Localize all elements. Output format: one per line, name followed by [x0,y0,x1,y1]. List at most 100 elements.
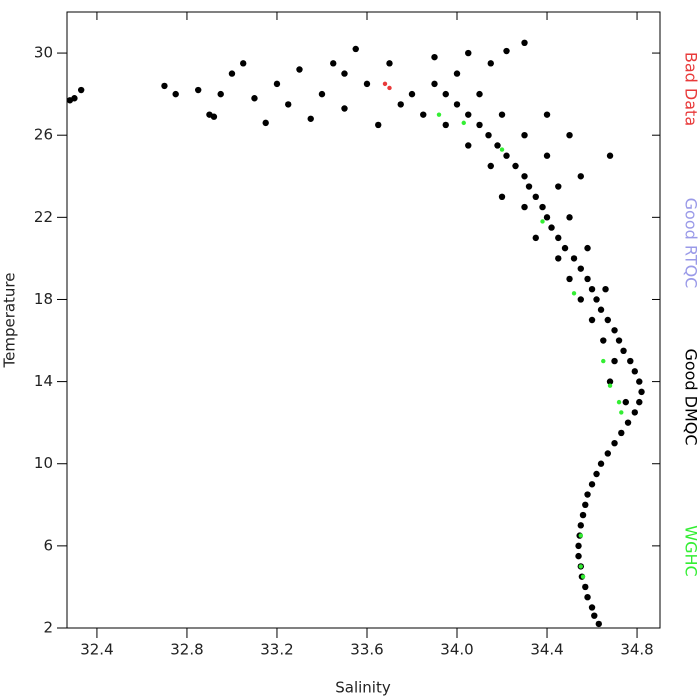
data-point [431,80,438,88]
data-point [375,121,382,129]
data-point [487,162,494,170]
data-point [465,142,472,149]
data-point [601,358,606,364]
data-point [555,234,562,242]
data-point [521,132,528,139]
data-point [318,90,326,98]
data-point [588,286,596,293]
data-point [521,203,528,211]
data-point [195,86,202,94]
data-point [619,410,624,415]
x-tick-label: 34.8 [620,641,653,659]
data-point [636,378,643,385]
x-tick-label: 33.6 [350,641,383,659]
data-point [561,244,569,252]
data-point [498,111,506,118]
data-point [606,378,614,385]
data-point [296,66,303,73]
data-point [578,533,583,538]
data-point [307,115,314,122]
data-point [604,450,611,457]
data-point [555,183,562,190]
data-point [228,70,236,77]
data-point [539,203,546,211]
data-point [570,255,578,262]
plot-frame [66,11,661,629]
data-point [262,119,269,127]
data-point [525,183,533,190]
data-point [627,357,634,365]
data-point [548,224,555,231]
data-point [575,552,582,560]
y-tick-label: 10 [34,454,53,472]
data-point [476,90,483,98]
data-point [597,460,605,467]
data-point [611,327,618,334]
data-point [285,101,292,108]
data-point [607,383,613,388]
data-point [588,316,596,324]
legend-label: WGHC [682,525,700,576]
data-point [593,470,600,478]
data-point [584,491,591,498]
data-point [588,604,596,611]
y-tick-label: 30 [34,44,53,62]
data-point [566,275,573,283]
data-point [172,90,179,98]
data-point [503,152,510,159]
data-point [461,120,466,126]
data-point [631,409,638,416]
data-point [597,306,605,313]
data-point [577,265,584,272]
data-point [618,429,625,437]
data-point [532,193,539,200]
data-point [487,60,494,67]
y-tick-label: 22 [34,208,53,226]
x-axis-label: Salinity [335,679,391,697]
data-point [543,111,551,118]
data-point [540,219,545,224]
data-point [240,60,247,67]
data-point [397,101,404,108]
data-point [382,81,388,87]
data-point [591,612,598,619]
data-point [584,275,591,283]
data-point [543,214,551,221]
data-point [582,501,589,508]
data-point [600,337,607,344]
data-point [442,121,449,129]
data-point [615,337,623,344]
data-point [575,542,582,550]
data-point [499,147,505,152]
x-tick-label: 34.0 [440,641,473,659]
legend-label: Bad Data [682,52,700,126]
data-point [631,368,638,375]
data-point [498,193,506,200]
data-point [611,357,618,365]
data-point [611,440,618,447]
y-tick-label: 18 [34,290,53,308]
data-point [273,80,281,88]
y-tick-label: 6 [43,536,53,554]
data-point [578,564,583,569]
legend-label: Good DMQC [682,348,700,445]
data-point [622,398,629,406]
data-point [161,82,168,90]
data-point [352,45,359,53]
data-point [77,86,85,94]
data-point [503,47,510,55]
data-point [577,173,584,180]
data-point [521,173,528,180]
data-point [602,286,609,293]
data-point [217,90,224,98]
data-point [577,522,584,529]
y-axis-label: Temperature [1,272,19,368]
data-point [577,296,584,303]
data-point [579,511,587,519]
data-point [494,142,501,149]
data-point [555,255,562,262]
data-point [453,101,461,108]
data-point [616,399,622,405]
y-tick-label: 26 [34,126,53,144]
data-point [251,95,258,102]
